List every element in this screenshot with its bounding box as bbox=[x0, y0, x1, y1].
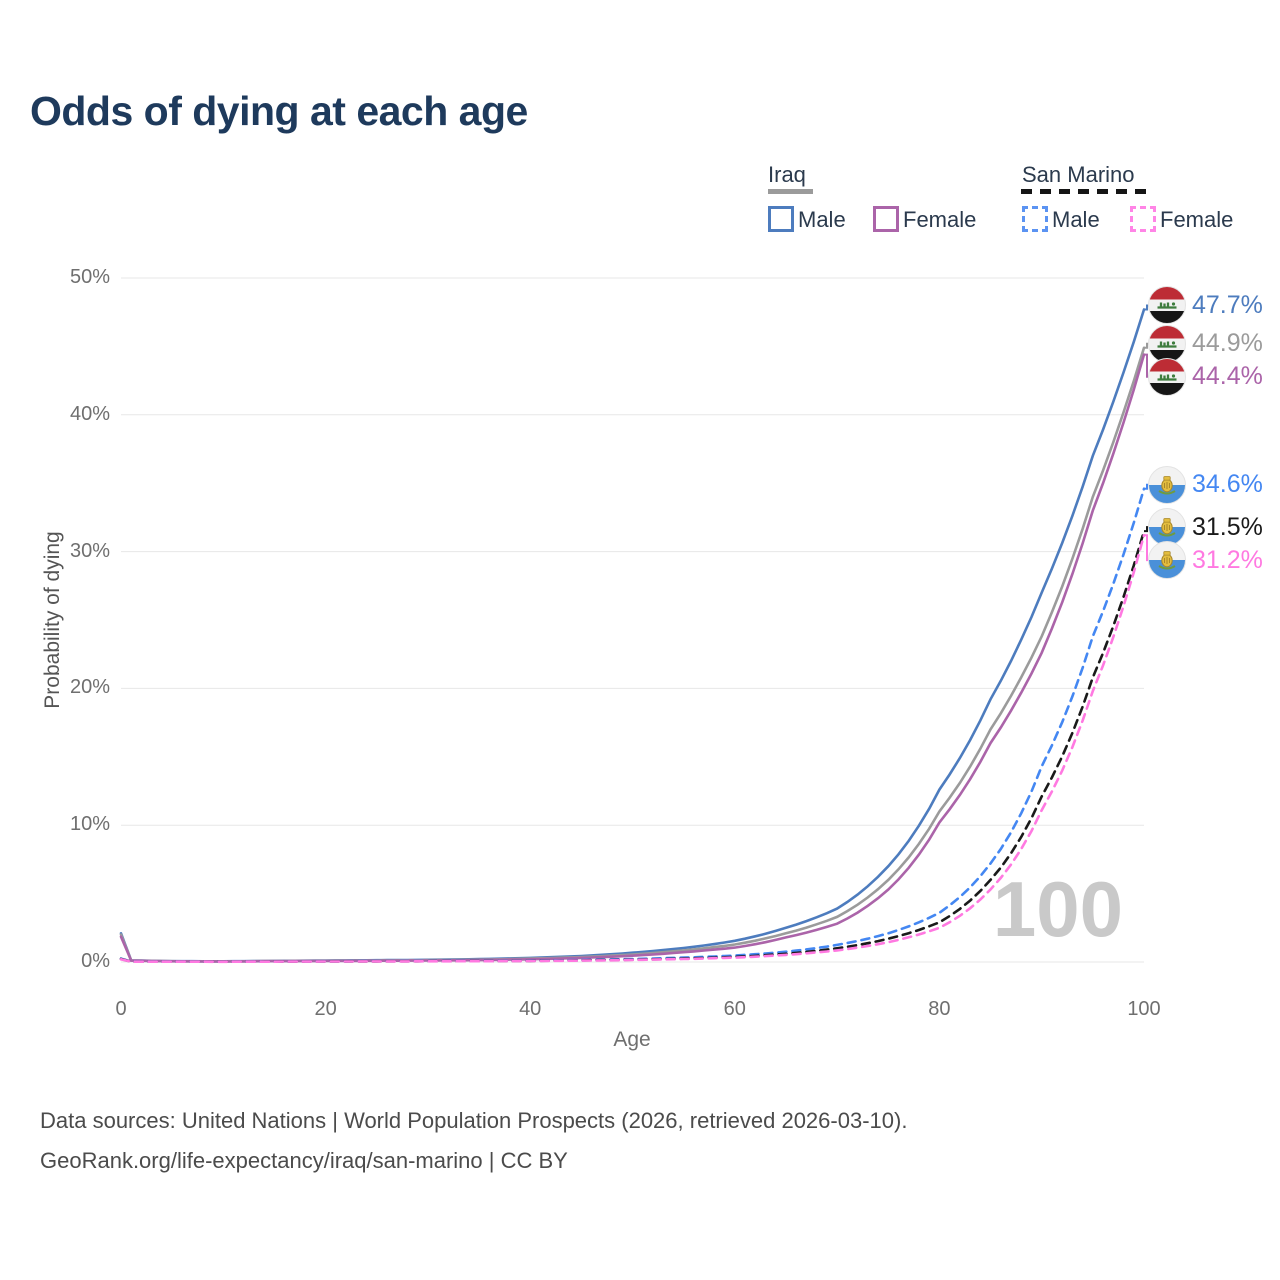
end-label-value: 44.4% bbox=[1192, 362, 1263, 391]
legend-group-iraq[interactable]: Iraq bbox=[768, 162, 806, 187]
y-tick-label: 20% bbox=[69, 676, 110, 699]
legend-san-marino-male[interactable]: Male bbox=[1052, 207, 1100, 232]
san-marino-male-swatch-icon[interactable] bbox=[1022, 206, 1048, 232]
san-marino-flag-icon bbox=[1148, 541, 1186, 580]
end-label-value: 44.9% bbox=[1192, 329, 1263, 358]
san-marino-flag-icon bbox=[1148, 508, 1186, 547]
legend-iraq-female[interactable]: Female bbox=[903, 207, 977, 232]
end-label-value: 31.2% bbox=[1192, 545, 1263, 574]
y-tick-label: 50% bbox=[69, 266, 110, 288]
end-label-row: 44.9% bbox=[1148, 324, 1263, 363]
iraq-flag-icon bbox=[1148, 324, 1186, 363]
x-tick-label: 0 bbox=[115, 998, 127, 1020]
end-label-row: 31.2% bbox=[1148, 541, 1263, 580]
age-counter-watermark: 100 bbox=[992, 865, 1124, 953]
x-axis-title: Age bbox=[613, 1028, 651, 1051]
x-tick-label: 60 bbox=[723, 998, 746, 1020]
san-marino-flag-icon bbox=[1148, 465, 1186, 504]
legend-group-san-marino[interactable]: San Marino bbox=[1022, 162, 1135, 187]
series-line-iraq-male bbox=[119, 308, 1146, 963]
iraq-flag-icon bbox=[1148, 286, 1186, 325]
san-marino-female-swatch-icon[interactable] bbox=[1130, 206, 1156, 232]
end-label-row: 31.5% bbox=[1148, 508, 1263, 547]
legend-san-marino-female[interactable]: Female bbox=[1160, 207, 1234, 232]
iraq-female-swatch-icon[interactable] bbox=[873, 206, 899, 232]
y-tick-label: 30% bbox=[69, 539, 110, 562]
end-label-value: 34.6% bbox=[1192, 470, 1263, 499]
attribution-link[interactable]: GeoRank.org/life-expectancy/iraq/san-mar… bbox=[40, 1148, 568, 1173]
y-tick-label: 0% bbox=[81, 950, 110, 972]
y-tick-label: 40% bbox=[69, 402, 110, 425]
data-source-note: Data sources: United Nations | World Pop… bbox=[40, 1108, 908, 1133]
san-marino-line-style-swatch bbox=[1021, 189, 1150, 194]
x-tick-label: 40 bbox=[519, 998, 542, 1020]
iraq-male-swatch-icon[interactable] bbox=[768, 206, 794, 232]
end-label-row: 44.4% bbox=[1148, 357, 1263, 396]
iraq-line-style-swatch bbox=[768, 189, 813, 194]
end-label-row: 47.7% bbox=[1148, 286, 1263, 325]
y-tick-label: 10% bbox=[69, 813, 110, 836]
legend-iraq-male[interactable]: Male bbox=[798, 207, 846, 232]
end-label-value: 31.5% bbox=[1192, 512, 1263, 541]
x-tick-label: 20 bbox=[314, 998, 337, 1020]
x-tick-label: 100 bbox=[1127, 998, 1161, 1020]
iraq-flag-icon bbox=[1148, 357, 1186, 396]
end-label-row: 34.6% bbox=[1148, 465, 1263, 504]
page-title: Odds of dying at each age bbox=[30, 88, 528, 134]
end-label-value: 47.7% bbox=[1192, 290, 1263, 319]
x-tick-label: 80 bbox=[928, 998, 951, 1020]
